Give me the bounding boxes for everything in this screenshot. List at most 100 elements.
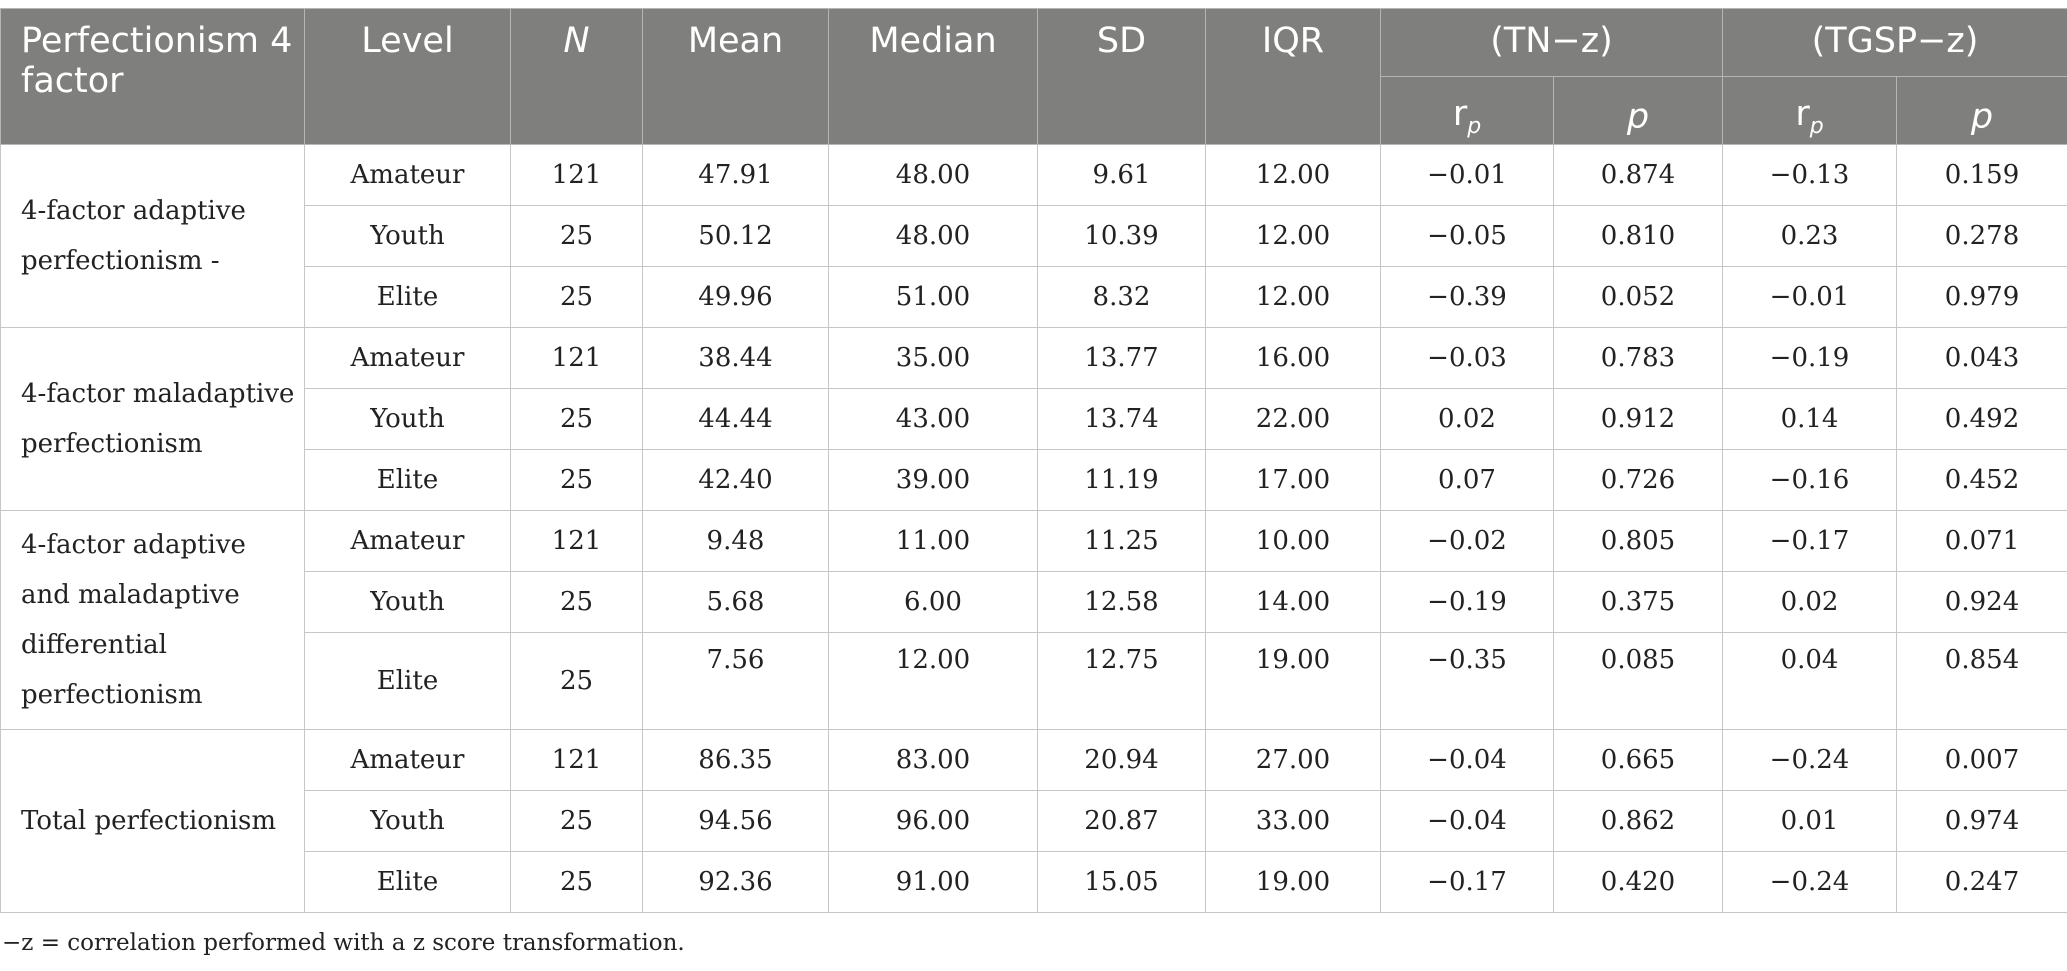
cell-tgsp-r: 0.14	[1722, 388, 1898, 450]
factor-label: 4-factor adaptive and maladaptive differ…	[0, 510, 305, 730]
cell-level: Youth	[304, 571, 511, 633]
cell-iqr: 16.00	[1205, 327, 1381, 389]
cell-iqr: 12.00	[1205, 144, 1381, 206]
header-n: N	[510, 8, 643, 145]
cell-sd: 9.61	[1037, 144, 1206, 206]
table-row: 4-factor adaptive and maladaptive differ…	[0, 510, 2067, 730]
table-row: Youth 25 50.12 48.00 10.39 12.00 −0.05 0…	[1, 205, 2067, 267]
cell-n: 121	[510, 729, 643, 791]
cell-tn-r: 0.02	[1380, 388, 1554, 450]
cell-mean: 5.68	[642, 571, 829, 633]
r-symbol: r	[1452, 94, 1468, 134]
table-body: 4-factor adaptive perfectionism - Amateu…	[0, 144, 2067, 913]
cell-median: 35.00	[828, 327, 1038, 389]
cell-tgsp-p: 0.278	[1896, 205, 2067, 267]
cell-iqr: 14.00	[1205, 571, 1381, 633]
cell-tn-p: 0.874	[1552, 144, 1724, 206]
factor-label: Total perfectionism	[0, 729, 305, 913]
table-row: Elite 25 7.56 12.00 12.75 19.00 −0.35 0.…	[1, 632, 2067, 730]
cell-median: 43.00	[828, 388, 1038, 450]
header-tgsp-r: rp	[1722, 76, 1898, 145]
cell-tn-p: 0.783	[1552, 327, 1724, 389]
cell-tn-r: −0.01	[1380, 144, 1554, 206]
cell-sd: 8.32	[1037, 266, 1206, 328]
cell-mean: 47.91	[642, 144, 829, 206]
cell-tn-p: 0.085	[1552, 632, 1724, 730]
factor-label: 4-factor adaptive perfectionism -	[0, 144, 305, 328]
cell-median: 83.00	[828, 729, 1038, 791]
cell-mean: 42.40	[642, 449, 829, 511]
cell-sd: 10.39	[1037, 205, 1206, 267]
table-row: Total perfectionism Amateur 121 86.35 83…	[0, 729, 2067, 913]
cell-level: Amateur	[304, 510, 511, 572]
cell-tn-p: 0.665	[1552, 729, 1724, 791]
cell-level: Amateur	[304, 327, 511, 389]
cell-mean: 92.36	[642, 851, 829, 913]
cell-median: 6.00	[828, 571, 1038, 633]
cell-sd: 13.77	[1037, 327, 1206, 389]
cell-sd: 15.05	[1037, 851, 1206, 913]
cell-tn-r: −0.03	[1380, 327, 1554, 389]
cell-iqr: 19.00	[1205, 851, 1381, 913]
cell-tgsp-r: −0.24	[1722, 729, 1898, 791]
cell-n: 25	[510, 632, 643, 730]
cell-level: Elite	[304, 266, 511, 328]
header-factor: Perfectionism 4 factor	[0, 8, 305, 145]
cell-mean: 49.96	[642, 266, 829, 328]
cell-sd: 20.94	[1037, 729, 1206, 791]
table-row: Youth 25 44.44 43.00 13.74 22.00 0.02 0.…	[1, 388, 2067, 450]
cell-tn-p: 0.726	[1552, 449, 1724, 511]
cell-tgsp-p: 0.924	[1896, 571, 2067, 633]
header-tgsp-p: p	[1896, 76, 2067, 145]
cell-median: 96.00	[828, 790, 1038, 852]
cell-n: 121	[510, 327, 643, 389]
cell-n: 25	[510, 571, 643, 633]
header-mean: Mean	[642, 8, 829, 145]
cell-n: 25	[510, 266, 643, 328]
cell-n: 25	[510, 851, 643, 913]
cell-n: 121	[510, 144, 643, 206]
cell-mean: 38.44	[642, 327, 829, 389]
table-row: 4-factor adaptive perfectionism - Amateu…	[0, 144, 2067, 328]
cell-sd: 13.74	[1037, 388, 1206, 450]
cell-tn-r: −0.17	[1380, 851, 1554, 913]
cell-tgsp-r: −0.19	[1722, 327, 1898, 389]
cell-tn-p: 0.375	[1552, 571, 1724, 633]
results-table-container: Perfectionism 4 factor Level N Mean Medi…	[0, 8, 2067, 913]
table-row: 4-factor maladaptive perfectionism Amate…	[0, 327, 2067, 511]
cell-level: Elite	[304, 632, 511, 730]
cell-level: Elite	[304, 851, 511, 913]
table-row: Youth 25 5.68 6.00 12.58 14.00 −0.19 0.3…	[1, 571, 2067, 633]
cell-mean: 94.56	[642, 790, 829, 852]
header-group-tn: (TN−z)	[1379, 8, 1724, 77]
cell-iqr: 12.00	[1205, 205, 1381, 267]
cell-tgsp-p: 0.492	[1896, 388, 2067, 450]
header-tn-p: p	[1552, 76, 1724, 145]
cell-tn-r: −0.19	[1380, 571, 1554, 633]
cell-tgsp-p: 0.043	[1896, 327, 2067, 389]
header-group-tgsp: (TGSP−z)	[1722, 8, 2067, 77]
cell-n: 25	[510, 388, 643, 450]
table-row: Elite 25 49.96 51.00 8.32 12.00 −0.39 0.…	[1, 266, 2067, 328]
r-subscript: p	[1809, 114, 1824, 139]
cell-tgsp-p: 0.071	[1896, 510, 2067, 572]
cell-tn-r: −0.35	[1380, 632, 1554, 730]
r-subscript: p	[1467, 114, 1482, 139]
cell-sd: 12.75	[1037, 632, 1206, 730]
cell-iqr: 33.00	[1205, 790, 1381, 852]
cell-mean: 50.12	[642, 205, 829, 267]
cell-median: 12.00	[828, 632, 1038, 730]
cell-tgsp-r: −0.17	[1722, 510, 1898, 572]
cell-median: 51.00	[828, 266, 1038, 328]
cell-tn-p: 0.420	[1552, 851, 1724, 913]
cell-tn-p: 0.862	[1552, 790, 1724, 852]
table-row: Elite 25 42.40 39.00 11.19 17.00 0.07 0.…	[1, 449, 2067, 511]
cell-tgsp-p: 0.159	[1896, 144, 2067, 206]
table-header: Perfectionism 4 factor Level N Mean Medi…	[0, 8, 2067, 145]
cell-level: Youth	[304, 205, 511, 267]
cell-sd: 11.25	[1037, 510, 1206, 572]
cell-tgsp-p: 0.974	[1896, 790, 2067, 852]
table-row: Elite 25 92.36 91.00 15.05 19.00 −0.17 0…	[1, 851, 2067, 913]
header-level: Level	[304, 8, 511, 145]
cell-tgsp-p: 0.854	[1896, 632, 2067, 730]
